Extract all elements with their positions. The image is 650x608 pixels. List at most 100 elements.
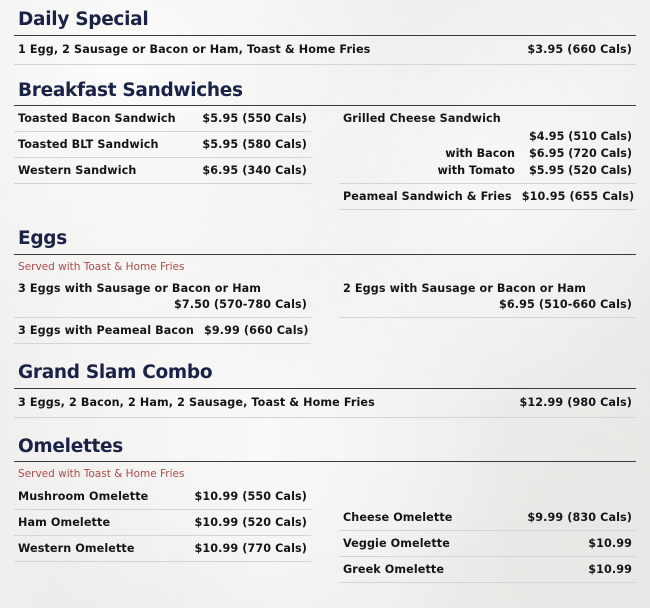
item-name: Western Sandwich (18, 164, 137, 177)
item-variant-row[interactable]: with Tomato $5.95 (520 Cals) (343, 164, 632, 177)
menu-item[interactable]: 3 Eggs, 2 Bacon, 2 Ham, 2 Sausage, Toast… (14, 389, 636, 418)
variant-price: $6.95 (720 Cals) (528, 147, 632, 160)
item-price: $7.50 (570-780 Cals) (173, 298, 307, 312)
section-title: Omelettes (18, 435, 123, 457)
menu-item[interactable]: Veggie Omelette $10.99 (339, 531, 636, 557)
two-column-layout: 3 Eggs with Sausage or Bacon or Ham $7.5… (14, 276, 636, 345)
item-price: $9.99 (830 Cals) (527, 510, 632, 524)
column-right: 2 Eggs with Sausage or Bacon or Ham $6.9… (325, 276, 636, 319)
item-name: 1 Egg, 2 Sausage or Bacon or Ham, Toast … (18, 42, 371, 56)
menu-item[interactable]: Toasted BLT Sandwich $5.95 (580 Cals) (14, 132, 311, 158)
item-name: Veggie Omelette (343, 536, 450, 550)
variant-label: with Tomato (437, 164, 515, 177)
item-name: 2 Eggs with Sausage or Bacon or Ham (343, 282, 587, 296)
item-price: $3.95 (660 Cals) (527, 42, 632, 56)
menu-item[interactable]: Western Omelette $10.99 (770 Cals) (14, 536, 311, 562)
item-price: $10.99 (550 Cals) (194, 489, 307, 503)
menu-item[interactable]: 2 Eggs with Sausage or Bacon or Ham $6.9… (339, 276, 636, 319)
menu-item[interactable]: Western Sandwich $6.95 (340 Cals) (14, 158, 311, 184)
item-row: Mushroom Omelette $10.99 (550 Cals) (18, 490, 307, 503)
item-row: Grilled Cheese Sandwich (343, 112, 632, 125)
item-price: $6.95 (510-660 Cals) (498, 298, 632, 312)
item-name: Ham Omelette (18, 515, 111, 529)
column-left: Toasted Bacon Sandwich $5.95 (550 Cals) … (14, 106, 325, 184)
item-row: Toasted Bacon Sandwich $5.95 (550 Cals) (18, 112, 307, 125)
item-price: $10.99 (520 Cals) (194, 515, 307, 529)
item-row: Western Sandwich $6.95 (340 Cals) (18, 164, 307, 177)
column-left: 3 Eggs with Sausage or Bacon or Ham $7.5… (14, 276, 325, 345)
item-price: $10.95 (655 Cals) (521, 190, 635, 203)
menu-item[interactable]: Cheese Omelette $9.99 (830 Cals) (339, 505, 636, 531)
section-title: Grand Slam Combo (18, 362, 213, 384)
item-row: 3 Eggs with Peameal Bacon $9.99 (660 Cal… (18, 324, 309, 338)
variant-price: $5.95 (520 Cals) (528, 164, 632, 177)
item-name: 3 Eggs, 2 Bacon, 2 Ham, 2 Sausage, Toast… (18, 395, 375, 409)
menu-item[interactable]: 3 Eggs with Peameal Bacon $9.99 (660 Cal… (14, 318, 311, 345)
section-grand-slam-combo: Grand Slam Combo 3 Eggs, 2 Bacon, 2 Ham,… (14, 362, 636, 418)
menu-page: Daily Special 1 Egg, 2 Sausage or Bacon … (14, 9, 636, 583)
item-name: Toasted Bacon Sandwich (18, 112, 176, 125)
item-price: $5.95 (550 Cals) (202, 112, 307, 125)
item-row: 1 Egg, 2 Sausage or Bacon or Ham, Toast … (18, 43, 632, 56)
section-omelettes: Omelettes Served with Toast & Home Fries… (14, 435, 636, 583)
item-name: Peameal Sandwich & Fries (343, 190, 512, 203)
section-divider (14, 387, 636, 389)
menu-item[interactable]: Ham Omelette $10.99 (520 Cals) (14, 510, 311, 536)
menu-item[interactable]: 3 Eggs with Sausage or Bacon or Ham $7.5… (14, 276, 311, 319)
item-row: Ham Omelette $10.99 (520 Cals) (18, 516, 307, 529)
column-left: Mushroom Omelette $10.99 (550 Cals) Ham … (14, 484, 325, 562)
item-row: Greek Omelette $10.99 (343, 563, 632, 576)
item-price: $5.95 (580 Cals) (202, 138, 307, 151)
item-name: 3 Eggs with Sausage or Bacon or Ham (18, 282, 262, 296)
item-row: Peameal Sandwich & Fries $10.95 (655 Cal… (343, 190, 635, 203)
item-row: 3 Eggs, 2 Bacon, 2 Ham, 2 Sausage, Toast… (18, 396, 632, 409)
menu-item[interactable]: Toasted Bacon Sandwich $5.95 (550 Cals) (14, 106, 311, 132)
section-divider (14, 105, 636, 106)
item-row: Cheese Omelette $9.99 (830 Cals) (343, 511, 632, 524)
column-right: Grilled Cheese Sandwich $4.95 (510 Cals)… (325, 106, 636, 210)
section-divider (14, 253, 636, 255)
section-title: Daily Special (18, 9, 149, 30)
spacer (14, 65, 636, 82)
spacer (14, 210, 636, 230)
column-right: Cheese Omelette $9.99 (830 Cals) Veggie … (325, 484, 636, 583)
item-row: 3 Eggs with Sausage or Bacon or Ham $7.5… (18, 282, 307, 311)
section-note: Served with Toast & Home Fries (18, 260, 185, 273)
section-title: Breakfast Sandwiches (18, 79, 243, 101)
item-row: Toasted BLT Sandwich $5.95 (580 Cals) (18, 138, 307, 151)
menu-item[interactable]: Greek Omelette $10.99 (339, 557, 636, 583)
item-base-price-row: $4.95 (510 Cals) (343, 130, 632, 143)
item-row: Veggie Omelette $10.99 (343, 537, 632, 550)
item-name: Mushroom Omelette (18, 489, 149, 503)
section-eggs: Eggs Served with Toast & Home Fries 3 Eg… (14, 228, 636, 345)
item-name: Grilled Cheese Sandwich (343, 112, 501, 125)
variant-label: with Bacon (445, 147, 515, 160)
two-column-layout: Toasted Bacon Sandwich $5.95 (550 Cals) … (14, 106, 636, 210)
item-name: Greek Omelette (343, 562, 445, 576)
section-daily-special: Daily Special 1 Egg, 2 Sausage or Bacon … (14, 9, 636, 65)
section-breakfast-sandwiches: Breakfast Sandwiches Toasted Bacon Sandw… (14, 79, 636, 210)
item-price: $4.95 (510 Cals) (528, 130, 632, 143)
spacer (14, 418, 636, 438)
section-title: Eggs (18, 228, 67, 249)
item-name: Cheese Omelette (343, 510, 453, 524)
item-price: $9.99 (660 Cals) (204, 324, 309, 338)
section-divider (14, 34, 636, 36)
item-name: 3 Eggs with Peameal Bacon (18, 324, 194, 338)
section-note: Served with Toast & Home Fries (18, 468, 185, 481)
item-price: $10.99 (588, 536, 632, 550)
item-row: 2 Eggs with Sausage or Bacon or Ham $6.9… (343, 282, 632, 311)
menu-item[interactable]: 1 Egg, 2 Sausage or Bacon or Ham, Toast … (14, 36, 636, 65)
item-variant-row[interactable]: with Bacon $6.95 (720 Cals) (343, 147, 632, 160)
item-price: $12.99 (980 Cals) (519, 395, 632, 409)
spacer (14, 344, 636, 364)
section-divider (14, 461, 636, 463)
menu-item[interactable]: Mushroom Omelette $10.99 (550 Cals) (14, 484, 311, 510)
menu-item[interactable]: Grilled Cheese Sandwich $4.95 (510 Cals)… (339, 106, 636, 184)
item-name: Toasted BLT Sandwich (18, 138, 159, 151)
item-price: $6.95 (340 Cals) (202, 164, 307, 177)
menu-item[interactable]: Peameal Sandwich & Fries $10.95 (655 Cal… (339, 184, 636, 210)
item-row: Western Omelette $10.99 (770 Cals) (18, 542, 307, 555)
item-price: $10.99 (588, 562, 632, 576)
two-column-layout: Mushroom Omelette $10.99 (550 Cals) Ham … (14, 484, 636, 583)
